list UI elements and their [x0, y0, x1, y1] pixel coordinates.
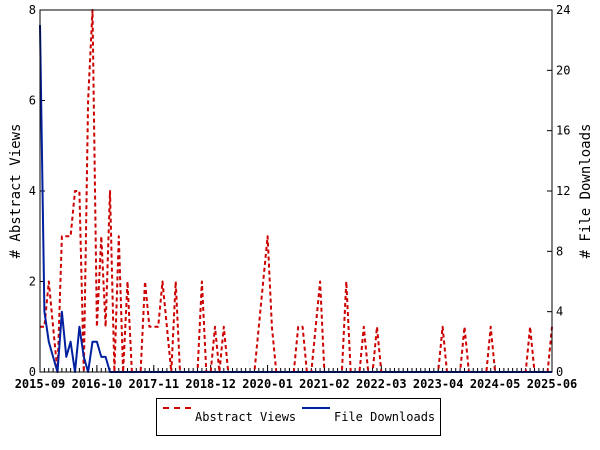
tick-layer — [39, 9, 553, 373]
y-left-tick-label: 0 — [29, 365, 36, 379]
label-layer: 2015-09 2016-10 2017-11 2018-12 2020-01 2021-… — [15, 3, 578, 391]
y-left-tick-label: 4 — [29, 184, 36, 198]
x-tick-label: 2017-11 — [128, 377, 179, 391]
plot-area-frame — [39, 9, 553, 373]
y-left-tick-label: 6 — [29, 94, 36, 108]
y-right-tick-label: 16 — [556, 124, 570, 138]
legend: Abstract Views File Downloads — [156, 398, 441, 436]
y-left-tick-label: 8 — [29, 3, 36, 17]
y-right-tick-label: 8 — [556, 244, 563, 258]
x-tick-label: 2021-02 — [299, 377, 350, 391]
x-tick-label: 2024-05 — [470, 377, 521, 391]
x-tick-label: 2020-01 — [242, 377, 293, 391]
x-tick-label: 2016-10 — [72, 377, 123, 391]
y-right-tick-label: 0 — [556, 365, 563, 379]
legend-swatch-file-downloads — [302, 407, 330, 409]
y-right-tick-label: 24 — [556, 3, 570, 17]
x-tick-label: 2025-06 — [527, 377, 578, 391]
x-tick-label: 2022-03 — [356, 377, 407, 391]
y-right-tick-label: 20 — [556, 63, 570, 77]
y-left-tick-label: 2 — [29, 275, 36, 289]
x-tick-label: 2018-12 — [185, 377, 236, 391]
x-tick-label: 2023-04 — [413, 377, 464, 391]
legend-label-file-downloads: File Downloads — [334, 410, 436, 424]
x-tick-label: 2015-09 — [15, 377, 66, 391]
y-right-tick-label: 4 — [556, 305, 563, 319]
legend-swatch-abstract-views — [163, 407, 191, 409]
legend-label-abstract-views: Abstract Views — [195, 410, 297, 424]
series-line-abstract-views — [40, 9, 553, 373]
right-axis-label: # File Downloads — [578, 124, 594, 259]
series-layer — [39, 9, 553, 373]
left-axis-label: # Abstract Views — [8, 124, 24, 259]
y-right-tick-label: 12 — [556, 184, 570, 198]
